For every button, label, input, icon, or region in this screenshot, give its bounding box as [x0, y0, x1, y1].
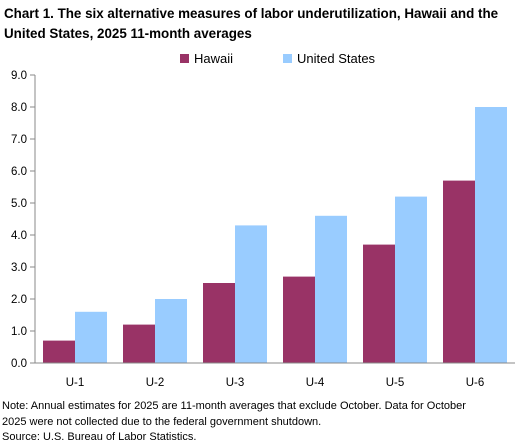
source-line: Source: U.S. Bureau of Labor Statistics. — [2, 431, 197, 443]
y-tick-label: 9.0 — [11, 70, 27, 82]
bar-chart: 0.0 1.0 2.0 3.0 4.0 5.0 6.0 7.0 8.0 9.0 U-1 U-2 U-3 U… — [11, 70, 515, 389]
bar-united-states-u-6 — [475, 107, 507, 363]
note-line-2: 2025 were not collected due to the feder… — [2, 415, 322, 428]
legend-label-united-states: United States — [297, 51, 376, 66]
bar-hawaii-u-6 — [443, 180, 475, 363]
chart-note: Note: Annual estimates for 2025 are 11-m… — [2, 399, 525, 446]
bar-united-states-u-2 — [155, 299, 187, 363]
bar-united-states-u-1 — [75, 311, 107, 363]
legend-item-united-states: United States — [283, 51, 375, 66]
chart-title-line-2: United States, 2025 11-month averages — [4, 26, 252, 41]
legend-swatch-hawaii — [180, 54, 189, 63]
y-tick-label: 5.0 — [11, 198, 27, 210]
y-tick-label: 3.0 — [11, 262, 27, 274]
y-tick-label: 0.0 — [11, 358, 27, 370]
legend-swatch-united-states — [283, 54, 292, 63]
bar-united-states-u-3 — [235, 225, 267, 363]
y-tick-label: 4.0 — [11, 230, 27, 242]
bar-hawaii-u-5 — [363, 244, 395, 363]
note-line-1: Note: Annual estimates for 2025 are 11-m… — [2, 400, 466, 412]
bar-hawaii-u-2 — [123, 324, 155, 363]
y-tick-label: 7.0 — [11, 134, 27, 146]
y-tick-label: 2.0 — [11, 294, 27, 306]
legend-item-hawaii: Hawaii — [180, 51, 233, 66]
y-tick-label: 8.0 — [11, 102, 27, 114]
legend: Hawaii United States — [0, 51, 527, 69]
x-tick-label: U-1 — [66, 377, 85, 389]
chart-title: Chart 1. The six alternative measures of… — [4, 4, 524, 44]
y-tick-label: 1.0 — [11, 326, 27, 338]
bar-hawaii-u-4 — [283, 276, 315, 363]
x-tick-label: U-5 — [386, 377, 405, 389]
bar-hawaii-u-3 — [203, 283, 235, 363]
bar-united-states-u-4 — [315, 215, 347, 363]
bar-hawaii-u-1 — [43, 340, 75, 363]
x-tick-label: U-2 — [146, 377, 165, 389]
y-tick-label: 6.0 — [11, 166, 27, 178]
chart-title-line-1: Chart 1. The six alternative measures of… — [4, 6, 499, 21]
legend-label-hawaii: Hawaii — [194, 51, 234, 66]
x-tick-label: U-4 — [306, 377, 325, 389]
x-tick-label: U-6 — [466, 377, 485, 389]
x-tick-label: U-3 — [226, 377, 245, 389]
bar-united-states-u-5 — [395, 196, 427, 363]
